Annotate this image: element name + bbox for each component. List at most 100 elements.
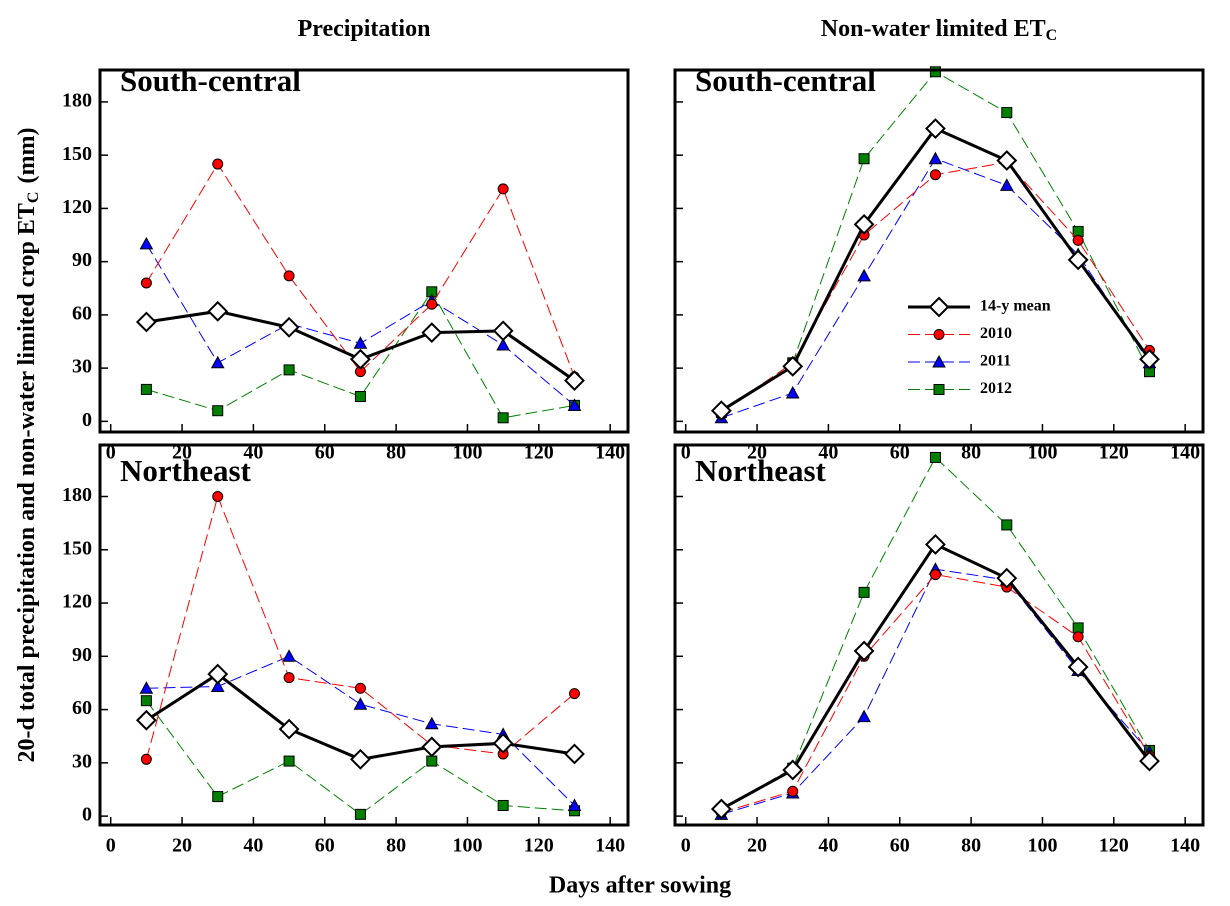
y-tick-label: 30: [72, 750, 92, 772]
legend-label: 2012: [980, 380, 1012, 397]
marker: [350, 348, 371, 370]
x-tick-label: 20: [747, 835, 767, 857]
marker: [929, 451, 941, 463]
y-tick-label: 0: [82, 409, 92, 431]
x-tick-label: 60: [890, 835, 910, 857]
marker: [564, 743, 585, 765]
y-tick-label: 60: [72, 697, 92, 719]
panel-label: Northeast: [120, 453, 252, 488]
x-tick-label: 80: [961, 835, 981, 857]
legend-label: 2010: [980, 325, 1012, 342]
marker: [929, 66, 941, 78]
series-line: [721, 568, 1150, 815]
x-tick-label: 140: [595, 835, 625, 857]
y-axis-title-main: 20-d total precipitation and non-water l…: [14, 203, 40, 762]
plot-frame: [673, 68, 1205, 434]
marker: [925, 534, 946, 555]
y-tick-label: 180: [62, 90, 92, 112]
marker: [567, 798, 582, 811]
marker: [353, 697, 368, 710]
marker: [929, 569, 941, 581]
y-axis-title-subscript: C: [25, 192, 42, 204]
marker: [787, 785, 799, 797]
x-tick-label: 120: [524, 835, 554, 857]
marker: [283, 672, 295, 684]
marker: [421, 736, 443, 758]
marker: [135, 311, 157, 333]
marker: [999, 178, 1014, 191]
x-tick-label: 120: [1099, 835, 1129, 857]
marker: [140, 753, 152, 765]
marker: [1001, 107, 1013, 119]
x-tick-label: 60: [315, 442, 335, 464]
legend-marker: [933, 384, 945, 395]
marker: [996, 150, 1018, 171]
marker: [210, 355, 225, 369]
marker: [1067, 656, 1089, 678]
legend-label: 2011: [980, 353, 1011, 370]
marker: [568, 688, 580, 700]
y-tick-label: 120: [62, 196, 92, 218]
series-line: [721, 456, 1150, 810]
marker: [857, 709, 871, 723]
legend-marker: [933, 329, 945, 340]
panel-label: South-central: [695, 63, 876, 98]
legend-marker: [928, 296, 950, 318]
marker: [354, 682, 366, 694]
plot-frame: [98, 443, 630, 827]
column-title-main: Precipitation: [298, 16, 431, 42]
marker: [492, 320, 514, 342]
marker: [278, 316, 300, 338]
marker: [782, 759, 804, 781]
y-tick-label: 30: [72, 356, 92, 378]
column-title: Non-water limited ETC: [821, 16, 1057, 44]
x-tick-label: 40: [243, 835, 263, 857]
plot-frame: [98, 68, 630, 434]
marker: [210, 679, 225, 692]
marker: [282, 649, 296, 662]
y-tick-label: 150: [62, 143, 92, 165]
x-tick-label: 20: [172, 835, 192, 857]
series-line: [721, 574, 1150, 814]
x-tick-label: 60: [890, 442, 910, 464]
y-tick-label: 90: [72, 644, 92, 666]
marker: [857, 268, 871, 282]
x-tick-label: 20: [172, 442, 192, 464]
marker: [283, 755, 295, 767]
x-tick-label: 20: [747, 442, 767, 464]
marker: [1139, 348, 1160, 370]
series-line: [145, 243, 575, 406]
marker: [212, 405, 224, 417]
panel-label: Northeast: [695, 453, 827, 488]
x-tick-label: 140: [595, 442, 625, 464]
x-tick-label: 0: [106, 442, 116, 464]
marker: [283, 270, 295, 282]
marker: [350, 748, 371, 770]
x-tick-label: 40: [243, 442, 263, 464]
x-tick-label: 120: [524, 442, 554, 464]
y-axis-title-unit: (mm): [14, 128, 40, 184]
marker: [492, 732, 514, 754]
x-tick-label: 80: [386, 835, 406, 857]
x-tick-label: 0: [681, 442, 691, 464]
marker: [139, 236, 154, 250]
x-tick-label: 140: [1170, 835, 1200, 857]
marker: [354, 808, 366, 820]
marker: [1001, 519, 1013, 531]
x-tick-label: 60: [315, 835, 335, 857]
marker: [1139, 750, 1160, 772]
marker: [785, 385, 800, 399]
x-tick-label: 140: [1170, 442, 1200, 464]
marker: [853, 640, 875, 662]
marker: [283, 364, 295, 376]
x-axis-title: Days after sowing: [549, 873, 731, 899]
marker: [140, 695, 152, 707]
marker: [140, 277, 152, 289]
marker: [135, 709, 157, 731]
y-tick-label: 0: [82, 804, 92, 826]
marker: [928, 151, 943, 165]
marker: [278, 718, 300, 740]
x-tick-label: 80: [386, 442, 406, 464]
series-line: [145, 494, 575, 760]
marker: [139, 681, 154, 694]
